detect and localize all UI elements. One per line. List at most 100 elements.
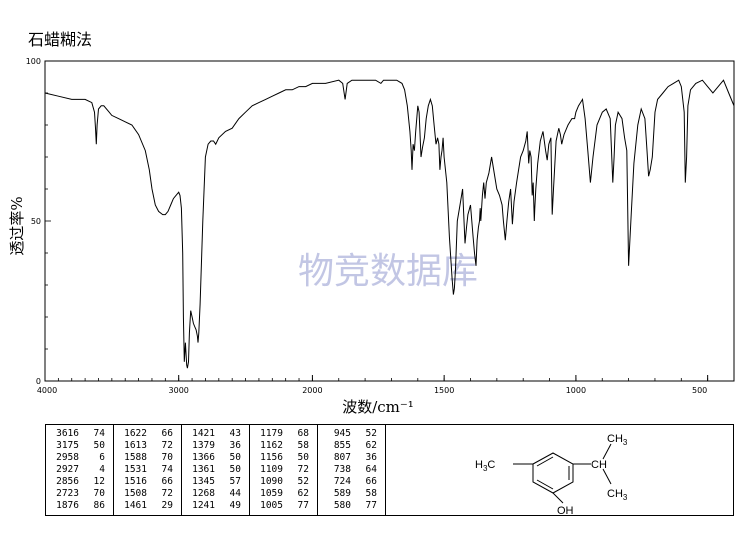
peak-transmittance: 64 — [365, 464, 377, 475]
peak-transmittance: 72 — [161, 488, 173, 499]
y-axis-label: 透过率% — [8, 196, 26, 255]
peak-transmittance: 62 — [297, 488, 309, 499]
axis-tick-labels: 4000 3000 2000 1500 1000 500 0 50 100 — [26, 57, 708, 395]
x-tick-label: 1000 — [566, 386, 586, 395]
peak-transmittance: 50 — [229, 452, 241, 463]
peak-table-row: 1162 58 — [250, 440, 317, 451]
peak-table-row: 1268 44 — [182, 488, 249, 499]
y-tick-label: 50 — [31, 217, 41, 226]
peak-table-row: 1613 72 — [114, 440, 181, 451]
peak-transmittance: 70 — [93, 488, 105, 499]
peak-table-row: 1516 66 — [114, 476, 181, 487]
peak-transmittance: 43 — [229, 428, 241, 439]
peak-table-row: 2856 12 — [46, 476, 113, 487]
peak-wavenumber: 724 — [333, 476, 351, 487]
peak-wavenumber: 1109 — [260, 464, 283, 475]
peak-table-row: 2958 6 — [46, 452, 113, 463]
peak-table-column: 945 52 855 62 807 36 738 64 724 66 589 58 580 77 — [318, 425, 386, 515]
peak-table-row: 1005 77 — [250, 500, 317, 511]
x-tick-label: 4000 — [37, 386, 57, 395]
peak-table-row: 1461 29 — [114, 500, 181, 511]
y-tick-label: 0 — [36, 377, 41, 386]
peak-table-row: 945 52 — [318, 428, 385, 439]
peak-transmittance: 58 — [365, 488, 377, 499]
peak-table-row: 2723 70 — [46, 488, 113, 499]
ir-spectrum-chart: 4000 3000 2000 1500 1000 500 0 50 100 物竞数据库 波数/c… — [8, 57, 735, 416]
peak-wavenumber: 1379 — [192, 440, 215, 451]
peak-wavenumber: 580 — [333, 500, 351, 511]
peak-table-row: 1366 50 — [182, 452, 249, 463]
peak-transmittance: 77 — [297, 500, 309, 511]
peak-transmittance: 49 — [229, 500, 241, 511]
peak-wavenumber: 3175 — [56, 440, 79, 451]
peak-transmittance: 36 — [229, 440, 241, 451]
peak-wavenumber: 1059 — [260, 488, 283, 499]
peak-transmittance: 57 — [229, 476, 241, 487]
isopropyl-ch-label: CH — [591, 459, 607, 471]
peak-wavenumber: 1179 — [260, 428, 283, 439]
peak-wavenumber: 1156 — [260, 452, 283, 463]
peak-wavenumber: 1345 — [192, 476, 215, 487]
peak-transmittance: 52 — [365, 428, 377, 439]
peak-table-row: 1876 86 — [46, 500, 113, 511]
peak-table-row: 1379 36 — [182, 440, 249, 451]
peak-transmittance: 66 — [365, 476, 377, 487]
peak-transmittance: 77 — [365, 500, 377, 511]
peak-table-row: 1531 74 — [114, 464, 181, 475]
peak-table-row: 1090 52 — [250, 476, 317, 487]
peak-wavenumber: 945 — [333, 428, 351, 439]
peak-wavenumber: 2723 — [56, 488, 79, 499]
methyl-label: H3C — [475, 459, 495, 473]
peak-wavenumber: 1421 — [192, 428, 215, 439]
peak-transmittance: 68 — [297, 428, 309, 439]
peak-table-row: 3175 50 — [46, 440, 113, 451]
peak-wavenumber: 1366 — [192, 452, 215, 463]
peak-table-row: 1156 50 — [250, 452, 317, 463]
peak-table-row: 3616 74 — [46, 428, 113, 439]
peak-wavenumber: 1162 — [260, 440, 283, 451]
peak-wavenumber: 1531 — [124, 464, 147, 475]
peak-wavenumber: 1268 — [192, 488, 215, 499]
peak-table-row: 1508 72 — [114, 488, 181, 499]
method-title: 石蜡糊法 — [28, 30, 93, 49]
x-tick-label: 3000 — [169, 386, 189, 395]
spectrum-line — [44, 79, 735, 369]
peak-table-row: 1622 66 — [114, 428, 181, 439]
peak-wavenumber: 1613 — [124, 440, 147, 451]
peak-table-row: 1109 72 — [250, 464, 317, 475]
peak-wavenumber: 1005 — [260, 500, 283, 511]
x-tick-label: 2000 — [302, 386, 322, 395]
peak-table-row: 1059 62 — [250, 488, 317, 499]
peak-wavenumber: 2856 — [56, 476, 79, 487]
benzene-ring — [513, 443, 612, 504]
molecule-structure: H3C CH CH3 CH3 OH — [475, 433, 628, 516]
peak-transmittance: 74 — [93, 428, 105, 439]
peak-transmittance: 72 — [297, 464, 309, 475]
peak-table-row: 724 66 — [318, 476, 385, 487]
peak-wavenumber: 738 — [333, 464, 351, 475]
peak-wavenumber: 1516 — [124, 476, 147, 487]
peak-table-row: 807 36 — [318, 452, 385, 463]
peak-transmittance: 70 — [161, 452, 173, 463]
peak-transmittance: 52 — [297, 476, 309, 487]
peak-wavenumber: 807 — [333, 452, 351, 463]
peak-wavenumber: 1461 — [124, 500, 147, 511]
peak-table-column: 1622 66 1613 72 1588 70 1531 74 1516 66 1508 72 1461… — [114, 425, 182, 515]
peak-table-row: 2927 4 — [46, 464, 113, 475]
peak-wavenumber: 1508 — [124, 488, 147, 499]
peak-table-row: 1361 50 — [182, 464, 249, 475]
peak-transmittance: 50 — [297, 452, 309, 463]
peak-wavenumber: 1090 — [260, 476, 283, 487]
peak-table-row: 1345 57 — [182, 476, 249, 487]
peak-wavenumber: 3616 — [56, 428, 79, 439]
peak-table-row: 1588 70 — [114, 452, 181, 463]
peak-table-column: 1421 43 1379 36 1366 50 1361 50 1345 57 1268 44 1241… — [182, 425, 250, 515]
peak-wavenumber: 855 — [333, 440, 351, 451]
peak-wavenumber: 1241 — [192, 500, 215, 511]
peak-wavenumber: 1588 — [124, 452, 147, 463]
peak-transmittance: 58 — [297, 440, 309, 451]
peak-wavenumber: 2927 — [56, 464, 79, 475]
peak-transmittance: 66 — [161, 476, 173, 487]
y-tick-label: 100 — [26, 57, 41, 66]
peak-table-row: 855 62 — [318, 440, 385, 451]
